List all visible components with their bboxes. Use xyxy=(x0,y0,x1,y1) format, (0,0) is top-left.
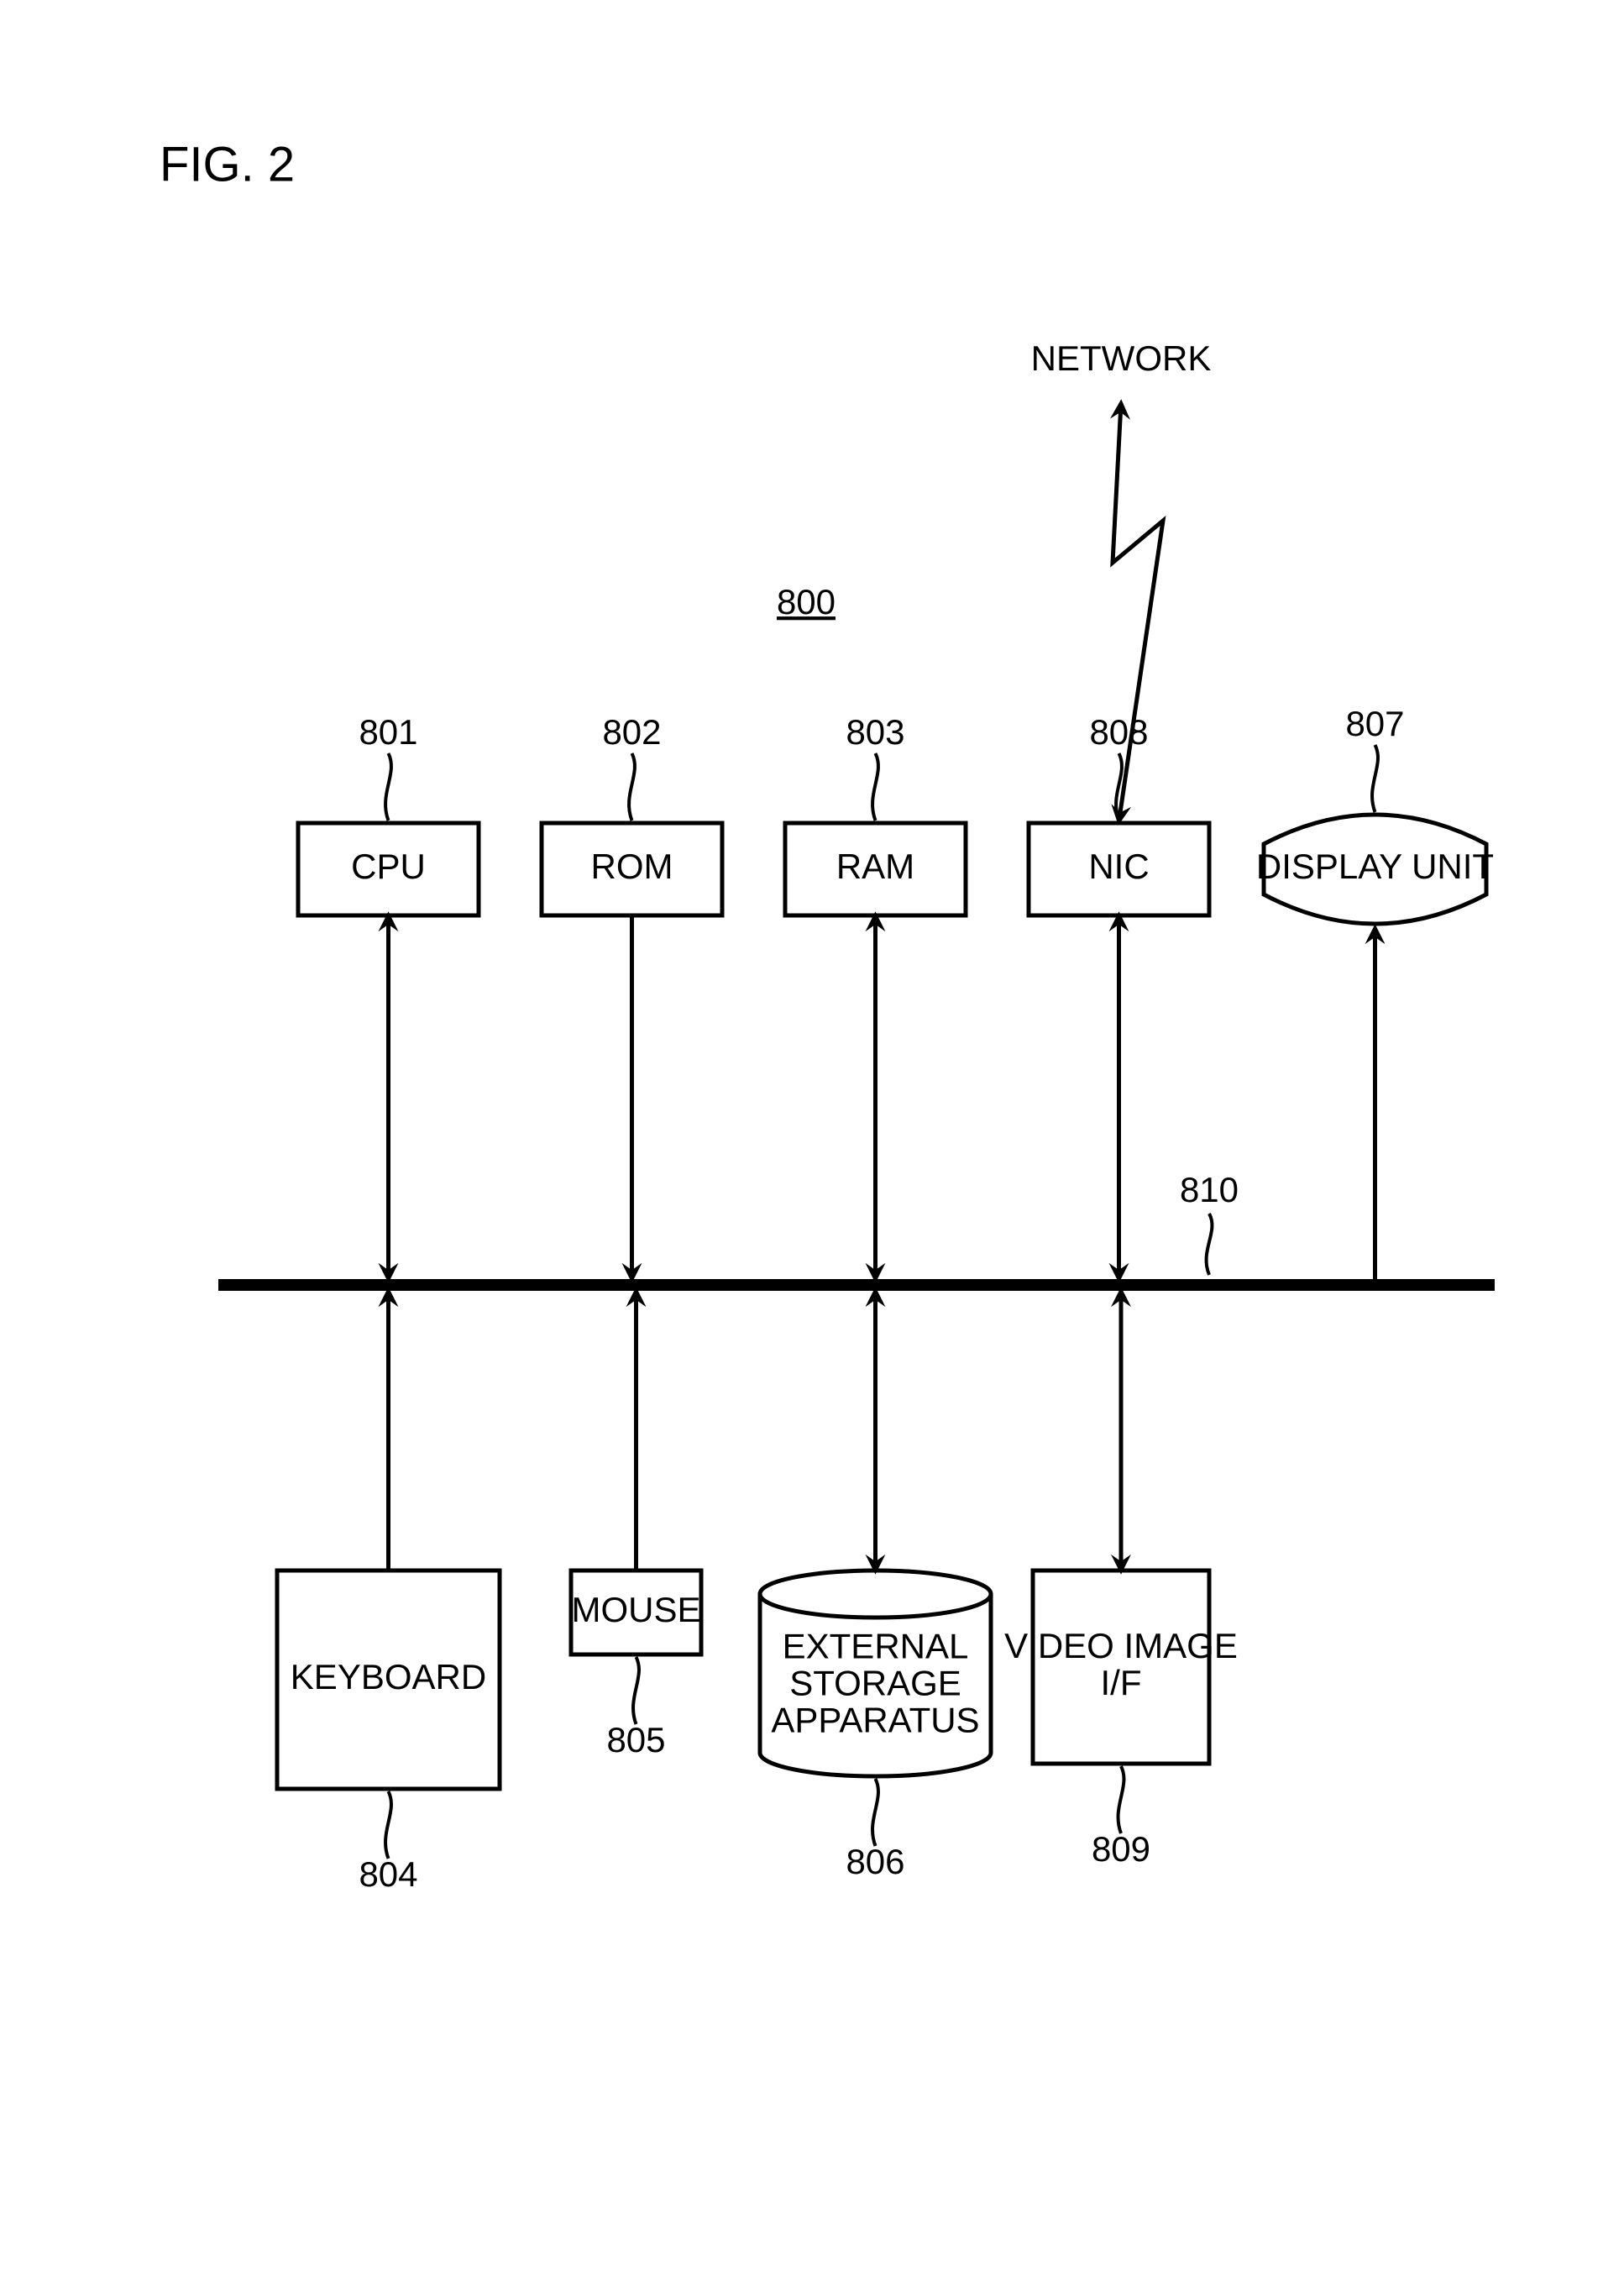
ref-leader xyxy=(633,1657,639,1724)
ref-display: 807 xyxy=(1345,704,1404,743)
block-ram: RAM 803 xyxy=(785,712,966,915)
block-rom: ROM 802 xyxy=(542,712,722,915)
ref-storage: 806 xyxy=(846,1842,904,1881)
block-label-rom: ROM xyxy=(591,847,673,886)
ref-leader xyxy=(629,753,635,821)
block-label-ram: RAM xyxy=(836,847,914,886)
block-label-videoif-0: VIDEO IMAGE xyxy=(1004,1626,1238,1665)
block-label-keyboard: KEYBOARD xyxy=(291,1657,486,1696)
bus-ref: 810 xyxy=(1180,1170,1239,1209)
ref-leader xyxy=(1207,1214,1213,1275)
block-label-storage-0: EXTERNAL xyxy=(783,1626,969,1665)
block-videoif: VIDEO IMAGEI/F 809 xyxy=(1004,1570,1238,1869)
block-keyboard: KEYBOARD 804 xyxy=(277,1570,500,1894)
block-label-cpu: CPU xyxy=(351,847,426,886)
ref-nic: 808 xyxy=(1089,712,1148,752)
ref-leader xyxy=(872,753,878,821)
block-label-nic: NIC xyxy=(1088,847,1149,886)
ref-cpu: 801 xyxy=(359,712,417,752)
ref-keyboard: 804 xyxy=(359,1854,417,1894)
block-storage: EXTERNALSTORAGEAPPARATUS 806 xyxy=(760,1570,991,1881)
system-ref: 800 xyxy=(777,582,836,621)
ref-leader xyxy=(385,753,391,821)
block-label-mouse: MOUSE xyxy=(571,1590,700,1629)
block-label-display: DISPLAY UNIT xyxy=(1256,847,1494,886)
block-cpu: CPU 801 xyxy=(298,712,479,915)
ref-leader xyxy=(385,1791,391,1859)
network-label: NETWORK xyxy=(1031,338,1212,378)
block-mouse: MOUSE 805 xyxy=(571,1570,701,1759)
ref-leader xyxy=(1372,745,1378,812)
ref-ram: 803 xyxy=(846,712,904,752)
block-display: DISPLAY UNIT 807 xyxy=(1256,704,1494,924)
ref-leader xyxy=(1118,1766,1124,1833)
block-label-videoif-1: I/F xyxy=(1101,1663,1142,1702)
block-label-storage-2: APPARATUS xyxy=(771,1701,979,1740)
block-label-storage-1: STORAGE xyxy=(789,1664,961,1703)
ref-videoif: 809 xyxy=(1092,1829,1150,1869)
figure-label: FIG. 2 xyxy=(160,137,295,191)
ref-leader xyxy=(872,1779,878,1846)
ref-mouse: 805 xyxy=(606,1720,665,1759)
ref-rom: 802 xyxy=(602,712,661,752)
